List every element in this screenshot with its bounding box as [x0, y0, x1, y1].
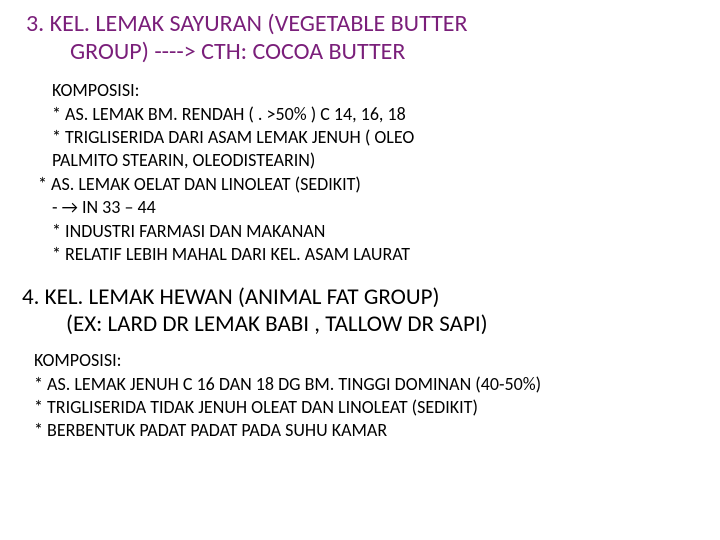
section-3-title: 3. KEL. LEMAK SAYURAN (VEGETABLE BUTTER …: [20, 10, 700, 65]
s3-line-3: * TRIGLISERIDA DARI ASAM LEMAK JENUH ( O…: [38, 126, 700, 149]
s3-line-komposisi: KOMPOSISI:: [38, 79, 700, 102]
s3-line-6: - → IN 33 – 44: [38, 196, 700, 219]
s4-line-komposisi: KOMPOSISI:: [34, 349, 700, 372]
s4-line-4: * BERBENTUK PADAT PADAT PADA SUHU KAMAR: [34, 419, 700, 442]
s4-line-2: * AS. LEMAK JENUH C 16 DAN 18 DG BM. TIN…: [34, 373, 700, 396]
section-4-body: KOMPOSISI: * AS. LEMAK JENUH C 16 DAN 18…: [34, 349, 700, 443]
s3-line-8: * RELATIF LEBIH MAHAL DARI KEL. ASAM LAU…: [38, 243, 700, 266]
s3-line-5: * AS. LEMAK OELAT DAN LINOLEAT (SEDIKIT): [38, 173, 700, 196]
s3-line-2: * AS. LEMAK BM. RENDAH ( . >50% ) C 14, …: [38, 103, 700, 126]
section-4-title: 4. KEL. LEMAK HEWAN (ANIMAL FAT GROUP) (…: [20, 284, 700, 337]
section-3-body: KOMPOSISI: * AS. LEMAK BM. RENDAH ( . >5…: [38, 79, 700, 266]
s3-line-4: PALMITO STEARIN, OLEODISTEARIN): [38, 149, 700, 172]
s3-line-7: * INDUSTRI FARMASI DAN MAKANAN: [38, 220, 700, 243]
section-4-title-line2: (EX: LARD DR LEMAK BABI , TALLOW DR SAPI…: [22, 311, 700, 337]
section-3-title-line1: 3. KEL. LEMAK SAYURAN (VEGETABLE BUTTER: [26, 10, 700, 38]
section-4-title-line1: 4. KEL. LEMAK HEWAN (ANIMAL FAT GROUP): [22, 284, 700, 310]
section-3-title-line2: GROUP) ----> CTH: COCOA BUTTER: [26, 38, 700, 66]
s4-line-3: * TRIGLISERIDA TIDAK JENUH OLEAT DAN LIN…: [34, 396, 700, 419]
slide: 3. KEL. LEMAK SAYURAN (VEGETABLE BUTTER …: [0, 0, 720, 540]
